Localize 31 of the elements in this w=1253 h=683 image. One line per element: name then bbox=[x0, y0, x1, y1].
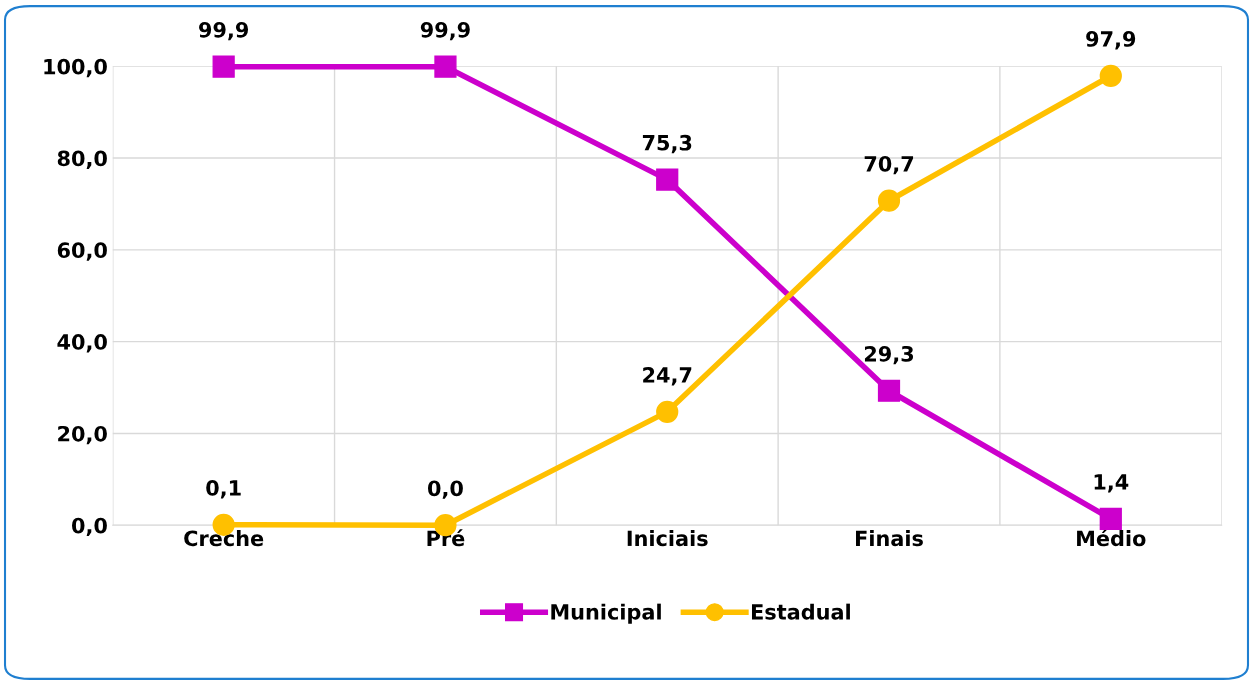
legend-label: Municipal bbox=[551, 603, 661, 624]
x-tick-label: Finais bbox=[856, 530, 923, 547]
y-tick-label: 20,0 bbox=[58, 425, 107, 445]
point bbox=[434, 55, 457, 78]
x-tick-label: Pré bbox=[427, 529, 465, 547]
data-label: 29,3 bbox=[864, 345, 914, 365]
y-tick-label: 40,0 bbox=[57, 334, 107, 353]
x-tick-label: Médio bbox=[1077, 529, 1146, 547]
data-label: 24,7 bbox=[643, 367, 692, 386]
data-label: 97,9 bbox=[1086, 31, 1136, 50]
point bbox=[877, 379, 901, 402]
point bbox=[656, 400, 679, 423]
y-tick-label: 100,0 bbox=[44, 58, 107, 78]
y-tick-label: 60,0 bbox=[57, 242, 107, 261]
data-label: 99,9 bbox=[199, 21, 249, 41]
data-label: 1,4 bbox=[1094, 474, 1129, 493]
point bbox=[1099, 507, 1122, 530]
y-tick-label: 80,0 bbox=[57, 150, 107, 169]
point bbox=[656, 168, 679, 191]
point bbox=[212, 55, 235, 78]
data-label: 70,7 bbox=[864, 155, 914, 175]
x-tick-label: Creche bbox=[184, 530, 264, 547]
x-tick-label: Iniciais bbox=[627, 530, 708, 547]
point bbox=[1099, 64, 1122, 88]
data-label: 0,1 bbox=[206, 479, 241, 499]
data-label: 0,0 bbox=[427, 480, 463, 499]
legend-label: Estadual bbox=[751, 603, 850, 620]
data-label: 75,3 bbox=[642, 134, 692, 154]
data-label: 99,9 bbox=[420, 21, 470, 41]
point bbox=[877, 189, 901, 212]
y-tick-label: 0,0 bbox=[72, 517, 107, 537]
